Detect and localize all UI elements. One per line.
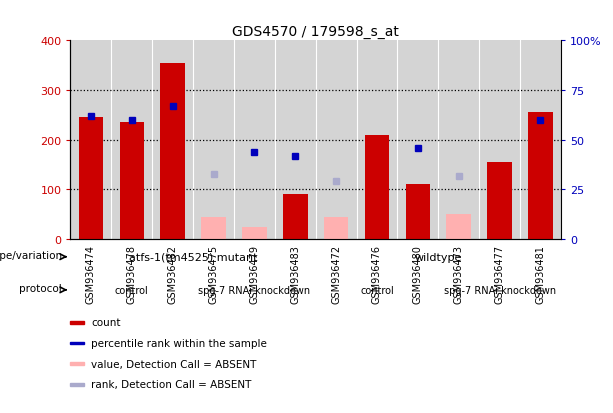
Text: rank, Detection Call = ABSENT: rank, Detection Call = ABSENT	[91, 380, 251, 389]
Bar	[324, 217, 348, 240]
Text: control: control	[360, 285, 394, 295]
Bar	[70, 321, 84, 324]
Title: GDS4570 / 179598_s_at: GDS4570 / 179598_s_at	[232, 25, 399, 39]
Bar	[406, 185, 430, 240]
Text: value, Detection Call = ABSENT: value, Detection Call = ABSENT	[91, 359, 256, 369]
Bar	[365, 135, 389, 240]
Text: protocol: protocol	[19, 284, 62, 294]
Bar	[446, 215, 471, 240]
Text: spg-7 RNAi knockdown: spg-7 RNAi knockdown	[444, 285, 555, 295]
Bar	[487, 163, 512, 240]
Bar	[78, 118, 103, 240]
Bar	[242, 227, 267, 240]
Text: wildtype: wildtype	[414, 252, 462, 262]
Bar	[70, 342, 84, 344]
Bar	[201, 217, 226, 240]
Bar	[70, 383, 84, 386]
Bar	[70, 363, 84, 366]
Text: genotype/variation: genotype/variation	[0, 251, 62, 261]
Bar	[283, 195, 308, 240]
Bar	[161, 64, 185, 240]
Text: atfs-1(tm4525) mutant: atfs-1(tm4525) mutant	[129, 252, 257, 262]
Text: percentile rank within the sample: percentile rank within the sample	[91, 338, 267, 348]
Bar	[528, 113, 553, 240]
Bar	[120, 123, 144, 240]
Text: control: control	[115, 285, 149, 295]
Text: count: count	[91, 318, 121, 328]
Text: spg-7 RNAi knockdown: spg-7 RNAi knockdown	[199, 285, 310, 295]
